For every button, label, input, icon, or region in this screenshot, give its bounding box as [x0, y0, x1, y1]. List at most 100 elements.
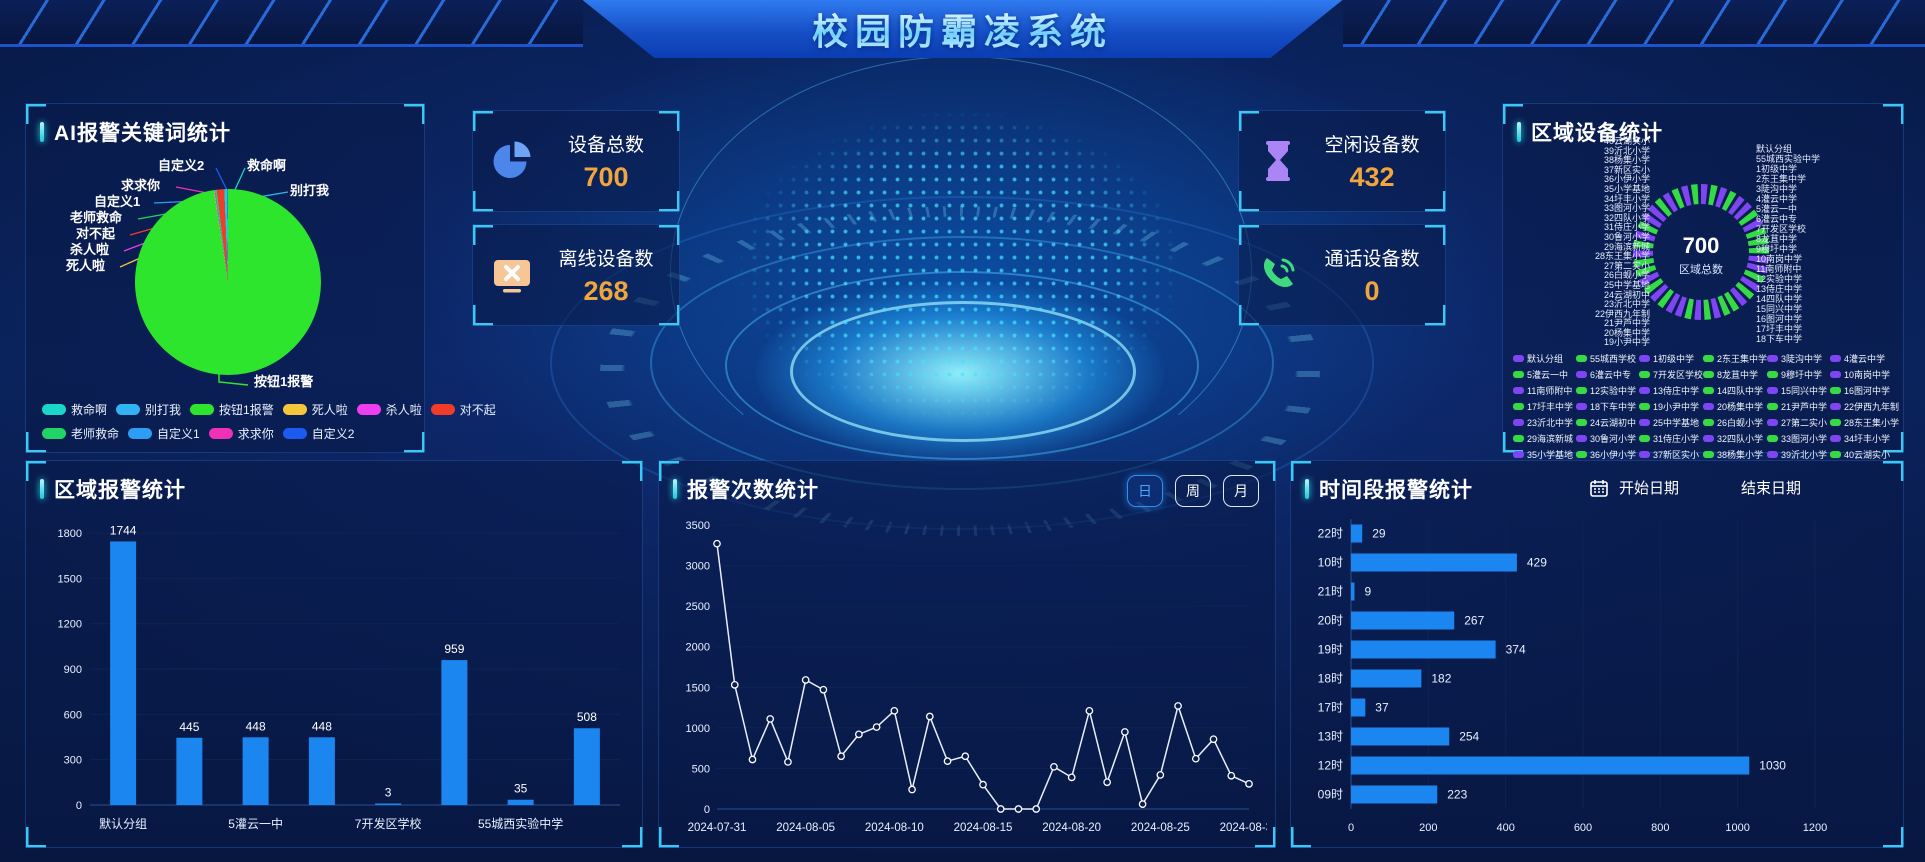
donut-legend-item[interactable]: 40云湖实小 [1829, 448, 1899, 461]
legend-label: 34圩丰小学 [1843, 434, 1890, 444]
legend-color-chip [1767, 419, 1778, 426]
svg-text:2024-08-05: 2024-08-05 [776, 822, 835, 834]
donut-legend-item[interactable]: 12实验中学 [1575, 384, 1639, 397]
donut-legend-item[interactable]: 26白蚬小学 [1702, 416, 1767, 429]
svg-text:37: 37 [1375, 701, 1389, 715]
header-banner: 校园防霸凌系统 [583, 0, 1343, 58]
pie-legend-item[interactable]: 救命啊 [42, 401, 107, 418]
pie-legend-item[interactable]: 别打我 [116, 401, 181, 418]
legend-color-chip [1829, 355, 1841, 362]
donut-legend-item[interactable]: 11南师附中 [1513, 384, 1576, 397]
stat-label: 设备总数 [567, 134, 644, 156]
donut-legend-item[interactable]: 33图河小学 [1767, 432, 1830, 445]
week-button[interactable]: 周 [1175, 475, 1211, 507]
pie-legend-item[interactable]: 老师救命 [42, 425, 119, 442]
donut-segment [1633, 184, 1769, 320]
title-accent-bar [673, 479, 677, 499]
legend-color-chip [1638, 355, 1650, 362]
start-date-picker[interactable]: 开始日期 [1619, 480, 1680, 497]
legend-color-chip [1767, 435, 1778, 442]
donut-segment [1633, 184, 1769, 320]
pie-legend-item[interactable]: 求求你 [208, 425, 274, 442]
svg-text:959: 959 [444, 642, 464, 656]
donut-segment [1633, 184, 1769, 320]
donut-legend-item[interactable]: 38杨集小学 [1702, 448, 1767, 461]
pie-legend-item[interactable]: 对不起 [430, 401, 496, 418]
donut-legend-item[interactable]: 21尹芦中学 [1767, 400, 1830, 413]
donut-legend-item[interactable]: 55城西学校 [1575, 352, 1639, 365]
month-button[interactable]: 月 [1223, 475, 1259, 507]
day-button[interactable]: 日 [1127, 475, 1163, 507]
svg-text:1030: 1030 [1759, 759, 1786, 773]
donut-segment [1633, 184, 1769, 320]
donut-legend-item[interactable]: 20杨集中学 [1702, 400, 1767, 413]
legend-color-chip [1575, 419, 1587, 426]
stat-value: 268 [583, 275, 629, 306]
donut-legend-item[interactable]: 23沂北中学 [1513, 416, 1576, 429]
legend-label: 25中学基地 [1652, 418, 1699, 428]
pie-legend-item[interactable]: 杀人啦 [356, 401, 422, 418]
donut-legend-item[interactable]: 32四队小学 [1702, 432, 1767, 445]
donut-legend-item[interactable]: 16图河中学 [1829, 384, 1899, 397]
donut-legend-item[interactable]: 1初级中学 [1638, 352, 1703, 365]
donut-legend-item[interactable]: 22伊西九年制 [1829, 400, 1899, 413]
svg-text:300: 300 [64, 755, 82, 767]
donut-label: 8龙苴中学 [1756, 234, 1798, 244]
donut-legend-item[interactable]: 默认分组 [1513, 352, 1576, 365]
donut-legend-item[interactable]: 37新区实小 [1638, 448, 1703, 461]
donut-legend-item[interactable]: 24云湖初中 [1575, 416, 1639, 429]
donut-legend-item[interactable]: 7开发区学校 [1638, 368, 1703, 381]
donut-legend-item[interactable]: 5灌云一中 [1513, 368, 1576, 381]
donut-legend-item[interactable]: 28东王集小学 [1829, 416, 1899, 429]
phone-call-icon [1263, 258, 1295, 288]
donut-legend-item[interactable]: 6灌云中专 [1575, 368, 1639, 381]
legend-color-chip [1575, 355, 1587, 362]
pie-legend-item[interactable]: 自定义2 [282, 425, 354, 442]
donut-legend-item[interactable]: 29海滨新城 [1513, 432, 1576, 445]
donut-legend-item[interactable]: 3陡沟中学 [1767, 352, 1830, 365]
pie-legend-item[interactable]: 死人啦 [282, 401, 348, 418]
donut-legend-item[interactable]: 34圩丰小学 [1829, 432, 1899, 445]
header: 校园防霸凌系统 [0, 0, 1925, 64]
donut-legend-item[interactable]: 8龙苴中学 [1702, 368, 1767, 381]
legend-label: 按钮1报警 [219, 403, 274, 417]
legend-color-chip [1829, 451, 1841, 458]
donut-segment [1633, 184, 1769, 320]
donut-label: 12实验中学 [1756, 274, 1803, 284]
donut-legend-item[interactable]: 4灌云中学 [1829, 352, 1899, 365]
donut-label: 3陡沟中学 [1756, 184, 1798, 194]
donut-legend-item[interactable]: 9穆圩中学 [1767, 368, 1830, 381]
donut-legend-item[interactable]: 17圩丰中学 [1513, 400, 1576, 413]
svg-text:1200: 1200 [58, 619, 82, 631]
pie-legend-item[interactable]: 自定义1 [128, 425, 200, 442]
title-accent-bar [1305, 479, 1309, 499]
hbar [1351, 756, 1750, 775]
donut-legend-item[interactable]: 25中学基地 [1638, 416, 1703, 429]
donut-legend-item[interactable]: 31侍庄小学 [1638, 432, 1703, 445]
svg-text:500: 500 [692, 763, 710, 775]
pie-legend-item[interactable]: 按钮1报警 [190, 401, 274, 418]
svg-text:267: 267 [1464, 614, 1484, 628]
region-bar-chart: 0 300 600 900 1200 1500 1800 1744 默认分组 445 448 5灌云一… [34, 507, 634, 841]
donut-legend-item[interactable]: 30鲁河小学 [1575, 432, 1639, 445]
donut-legend-item[interactable]: 13侍庄中学 [1638, 384, 1703, 397]
globe-glow [755, 281, 1165, 466]
donut-legend-item[interactable]: 10南岗中学 [1829, 368, 1899, 381]
hbar [1351, 524, 1363, 543]
donut-legend-item[interactable]: 35小学基地 [1513, 448, 1576, 461]
donut-segment [1633, 184, 1769, 320]
donut-legend-item[interactable]: 18下车中学 [1575, 400, 1639, 413]
donut-label: 1初级中学 [1756, 164, 1798, 174]
donut-legend-item[interactable]: 36小伊小学 [1575, 448, 1639, 461]
legend-label: 20杨集中学 [1716, 402, 1763, 412]
donut-legend-item[interactable]: 19小尹中学 [1638, 400, 1703, 413]
pie-legend-row: 老师救命 自定义1 求求你 自定义2 [42, 425, 496, 442]
svg-text:1000: 1000 [686, 723, 710, 735]
donut-legend-item[interactable]: 27第二实小 [1767, 416, 1830, 429]
legend-label: 求求你 [237, 427, 274, 441]
donut-legend-item[interactable]: 39沂北小学 [1767, 448, 1830, 461]
donut-legend-item[interactable]: 14四队中学 [1702, 384, 1767, 397]
donut-legend-item[interactable]: 15同兴中学 [1767, 384, 1830, 397]
end-date-picker[interactable]: 结束日期 [1741, 480, 1802, 497]
donut-legend-item[interactable]: 2东王集中学 [1702, 352, 1767, 365]
